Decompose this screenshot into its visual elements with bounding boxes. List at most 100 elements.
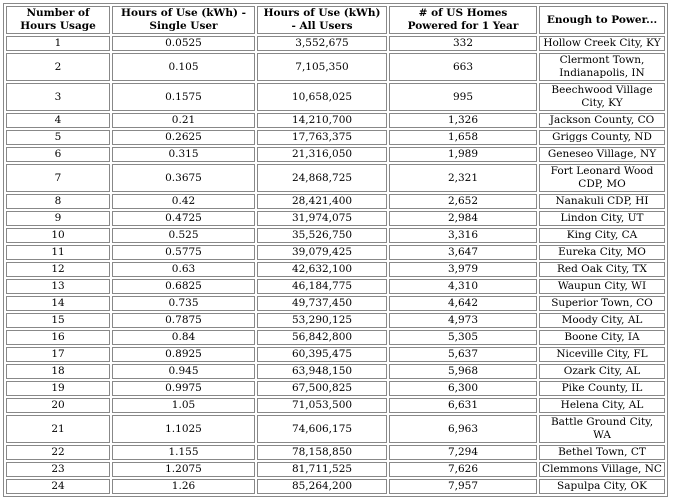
table-cell: 0.63 [112,262,255,277]
table-cell: 81,711,525 [257,462,387,477]
table-cell: 3,979 [389,262,537,277]
table-cell: 16 [6,330,110,345]
table-cell: Niceville City, FL [539,347,665,362]
table-cell: 0.945 [112,364,255,379]
table-row: 6 0.315 21,316,050 1,989 Geneseo Village, NY [6,147,665,162]
table-cell: 11 [6,245,110,260]
table-cell: 71,053,500 [257,398,387,413]
table-cell: 0.105 [112,53,255,81]
table-cell: Clermont Town, Indianapolis, IN [539,53,665,81]
table-row: 1 0.0525 3,552,675 332 Hollow Creek City, KY [6,36,665,51]
table-row: 16 0.84 56,842,800 5,305 Boone City, IA [6,330,665,345]
table-cell: 1.155 [112,445,255,460]
table-cell: Hollow Creek City, KY [539,36,665,51]
table-cell: Ozark City, AL [539,364,665,379]
table-cell: 6,631 [389,398,537,413]
table-row: 21 1.1025 74,606,175 6,963 Battle Ground Cit… [6,415,665,443]
table-row: 11 0.5775 39,079,425 3,647 Eureka City, MO [6,245,665,260]
table-row: 20 1.05 71,053,500 6,631 Helena City, AL [6,398,665,413]
table-cell: 332 [389,36,537,51]
table-cell: 0.84 [112,330,255,345]
table-cell: 3 [6,83,110,111]
table-cell: 20 [6,398,110,413]
header-cell: Hours of Use (kWh) - All Users [257,6,387,34]
table-cell: 28,421,400 [257,194,387,209]
header-cell: Hours of Use (kWh) - Single User [112,6,255,34]
table-cell: 14 [6,296,110,311]
table-cell: 7,626 [389,462,537,477]
table-row: 23 1.2075 81,711,525 7,626 Clemmons Village,… [6,462,665,477]
table-row: 14 0.735 49,737,450 4,642 Superior Town, CO [6,296,665,311]
table-cell: 5,305 [389,330,537,345]
table-cell: 0.8925 [112,347,255,362]
table-cell: 0.42 [112,194,255,209]
table-cell: 19 [6,381,110,396]
table-cell: Sapulpa City, OK [539,479,665,494]
table-cell: 5 [6,130,110,145]
table-cell: 0.7875 [112,313,255,328]
table-cell: 21 [6,415,110,443]
table-cell: 5,968 [389,364,537,379]
table-row: 22 1.155 78,158,850 7,294 Bethel Town, CT [6,445,665,460]
table-cell: 23 [6,462,110,477]
table-cell: 0.735 [112,296,255,311]
table-cell: 10,658,025 [257,83,387,111]
table-cell: 24 [6,479,110,494]
table-row: 10 0.525 35,526,750 3,316 King City, CA [6,228,665,243]
table-row: 5 0.2625 17,763,375 1,658 Griggs County, ND [6,130,665,145]
table-cell: 1,658 [389,130,537,145]
table-cell: 49,737,450 [257,296,387,311]
table-row: 24 1.26 85,264,200 7,957 Sapulpa City, OK [6,479,665,494]
table-cell: Pike County, IL [539,381,665,396]
table-cell: 15 [6,313,110,328]
table-cell: Eureka City, MO [539,245,665,260]
table-cell: 0.0525 [112,36,255,51]
table-cell: 12 [6,262,110,277]
table-row: 12 0.63 42,632,100 3,979 Red Oak City, TX [6,262,665,277]
table-cell: 74,606,175 [257,415,387,443]
table-cell: 4,973 [389,313,537,328]
table-cell: 85,264,200 [257,479,387,494]
table-cell: 56,842,800 [257,330,387,345]
table-cell: 2,652 [389,194,537,209]
table-cell: 1.1025 [112,415,255,443]
table-cell: Superior Town, CO [539,296,665,311]
table-cell: 17 [6,347,110,362]
table-cell: 22 [6,445,110,460]
table-cell: 2,321 [389,164,537,192]
table-cell: 7,294 [389,445,537,460]
table-cell: 14,210,700 [257,113,387,128]
table-cell: 24,868,725 [257,164,387,192]
table-cell: 0.315 [112,147,255,162]
table-cell: 1,989 [389,147,537,162]
table-cell: Jackson County, CO [539,113,665,128]
table-cell: 63,948,150 [257,364,387,379]
table-cell: 78,158,850 [257,445,387,460]
table-body: 1 0.0525 3,552,675 332 Hollow Creek City, KY… [6,36,665,494]
table-row: 18 0.945 63,948,150 5,968 Ozark City, AL [6,364,665,379]
table-cell: Moody City, AL [539,313,665,328]
table-cell: 5,637 [389,347,537,362]
data-table: Number of Hours Usage Hours of Use (kWh) … [3,3,668,497]
table-cell: 0.3675 [112,164,255,192]
table-row: 2 0.105 7,105,350 663 Clermont Town, Indiana… [6,53,665,81]
table-row: 17 0.8925 60,395,475 5,637 Niceville City, F… [6,347,665,362]
table-row: 13 0.6825 46,184,775 4,310 Waupun City, WI [6,279,665,294]
header-cell: # of US Homes Powered for 1 Year [389,6,537,34]
header-cell: Number of Hours Usage [6,6,110,34]
table-cell: 3,552,675 [257,36,387,51]
table-cell: 663 [389,53,537,81]
table-cell: Waupun City, WI [539,279,665,294]
table-cell: 3,647 [389,245,537,260]
table-cell: 1,326 [389,113,537,128]
table-cell: 0.4725 [112,211,255,226]
table-row: 9 0.4725 31,974,075 2,984 Lindon City, UT [6,211,665,226]
table-cell: 31,974,075 [257,211,387,226]
table-cell: 0.9975 [112,381,255,396]
table-cell: 9 [6,211,110,226]
table-cell: 53,290,125 [257,313,387,328]
table-cell: 0.6825 [112,279,255,294]
table-cell: 1.26 [112,479,255,494]
table-cell: 8 [6,194,110,209]
